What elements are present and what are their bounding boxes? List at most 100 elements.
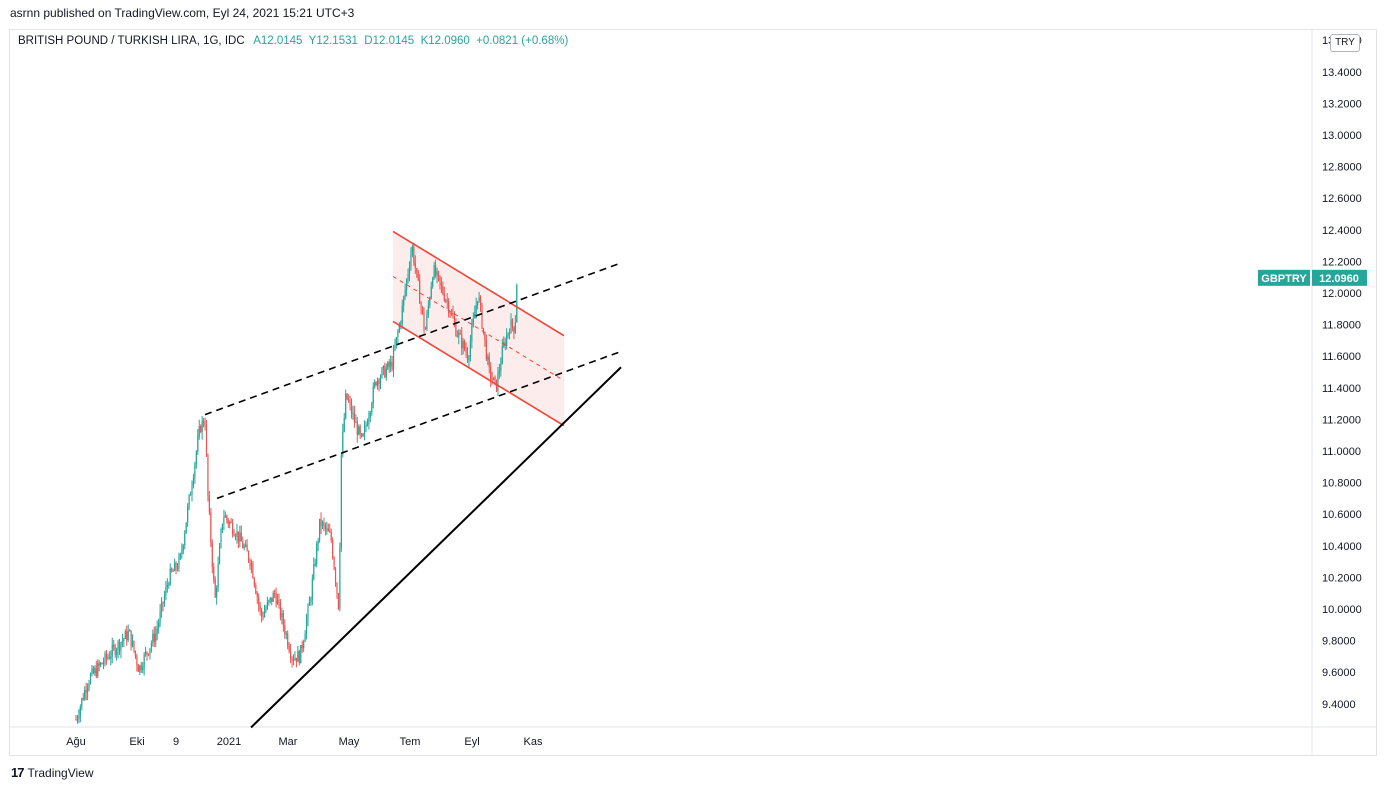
candle-body: [337, 593, 340, 609]
candle-body: [388, 362, 390, 367]
candle-body: [127, 631, 129, 641]
candle-body: [233, 533, 235, 536]
candle-body: [352, 412, 354, 415]
x-tick-label: Tem: [400, 736, 421, 748]
candle-body: [449, 313, 451, 315]
candle-body: [136, 656, 138, 666]
candle-body: [363, 426, 366, 434]
candle-body: [204, 424, 206, 426]
y-tick-label: 10.2000: [1322, 572, 1362, 584]
candle-body: [276, 599, 279, 605]
candle-body: [417, 271, 419, 281]
candle-body: [239, 532, 241, 542]
candle-body: [89, 674, 92, 684]
x-tick-label: 2021: [217, 736, 241, 748]
candle-body: [287, 633, 289, 647]
candle-body: [149, 648, 151, 655]
candle-body: [194, 463, 196, 478]
y-tick-label: 12.8000: [1322, 162, 1362, 174]
candle-body: [379, 377, 382, 384]
candle-body: [218, 546, 221, 564]
ticker-badge: [1258, 269, 1310, 286]
tradingview-logo[interactable]: 17 TradingView: [11, 765, 94, 780]
candle-body: [320, 518, 322, 527]
candle-body: [501, 346, 503, 364]
candle-body: [377, 379, 379, 386]
candle-body: [332, 540, 334, 558]
candle-body: [491, 379, 493, 381]
candle-body: [358, 426, 360, 435]
candle-body: [227, 519, 229, 524]
y-tick-label: 11.2000: [1322, 414, 1361, 426]
candle-body: [126, 631, 128, 641]
candle-body: [298, 651, 300, 664]
open-value: 12.0145: [260, 35, 303, 47]
candle-body: [129, 630, 131, 632]
high-label: Y: [308, 35, 317, 47]
candle-body: [153, 633, 155, 642]
candle-body: [445, 300, 447, 302]
last-price-label: 12.0960: [1319, 273, 1359, 285]
low-label: D: [364, 35, 373, 47]
candle-body: [185, 522, 187, 534]
candle-body: [482, 327, 485, 332]
candle-body: [481, 304, 483, 328]
candle-body: [150, 643, 152, 649]
candle-body: [117, 641, 119, 651]
candle-body: [419, 280, 421, 304]
candle-body: [217, 563, 219, 589]
candle-body: [410, 253, 412, 268]
candle-body: [433, 265, 435, 279]
branding-text: TradingView: [27, 765, 94, 780]
candle-body: [243, 546, 245, 549]
candle-body: [511, 319, 514, 327]
candle-body: [133, 640, 135, 651]
candle-body: [307, 605, 309, 620]
candle-body: [374, 382, 376, 387]
x-tick-label: Kas: [524, 736, 543, 748]
candle-body: [285, 633, 287, 635]
candle-body: [507, 332, 509, 336]
candle-body: [350, 403, 353, 415]
candle-body: [205, 425, 208, 455]
currency-badge[interactable]: TRY: [1330, 34, 1360, 52]
candle-body: [498, 370, 500, 373]
candle-body: [162, 602, 164, 604]
y-tick-label: 10.4000: [1322, 541, 1362, 553]
candle-body: [324, 524, 326, 529]
change-value: +0.0821 (+0.68%): [476, 35, 569, 47]
candle-body: [237, 531, 239, 542]
x-tick-label: Eki: [129, 736, 144, 748]
candle-body: [504, 342, 506, 346]
symbol-title: BRITISH POUND / TURKISH LIRA, 1G, IDC: [18, 35, 245, 47]
candle-body: [485, 339, 487, 360]
candle-body: [342, 431, 344, 455]
candle-body: [427, 305, 429, 314]
candle-body: [120, 642, 122, 651]
candle-body: [343, 417, 345, 432]
candle-body: [102, 662, 105, 665]
candle-body: [242, 541, 244, 549]
candle-body: [269, 597, 271, 601]
candle-body: [221, 523, 224, 531]
candle-body: [368, 417, 370, 425]
candle-body: [156, 628, 158, 634]
candle-body: [279, 601, 282, 618]
candle-body: [224, 515, 226, 518]
candle-body: [421, 306, 424, 313]
candle-body: [191, 486, 193, 495]
candle-body: [291, 658, 293, 660]
candle-body: [366, 424, 369, 426]
candle-body: [210, 512, 212, 543]
candle-body: [423, 312, 425, 329]
candle-body: [192, 477, 195, 487]
candle-body: [256, 593, 258, 598]
candle-body: [361, 433, 363, 437]
candle-body: [76, 718, 79, 720]
candle-body: [292, 659, 295, 661]
candle-body: [160, 602, 163, 612]
candle-body: [442, 285, 444, 294]
candle-body: [411, 246, 413, 254]
candle-body: [456, 335, 458, 337]
